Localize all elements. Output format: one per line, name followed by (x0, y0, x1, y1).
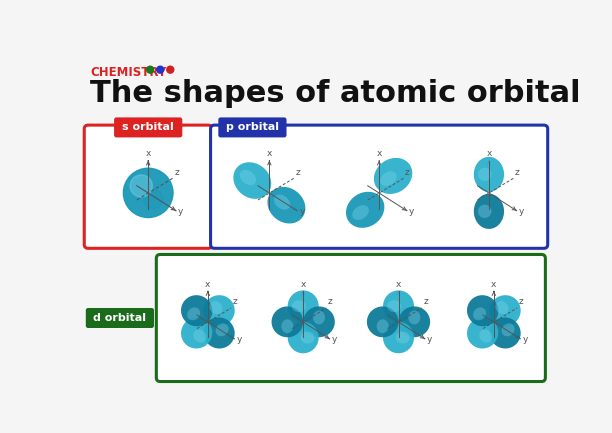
FancyBboxPatch shape (86, 308, 154, 328)
Polygon shape (474, 157, 504, 192)
Polygon shape (467, 295, 498, 326)
Polygon shape (274, 194, 290, 210)
Polygon shape (467, 317, 498, 349)
Polygon shape (181, 295, 212, 326)
Polygon shape (479, 330, 492, 343)
Polygon shape (303, 307, 335, 337)
Text: y: y (332, 335, 337, 344)
Text: y: y (523, 335, 528, 344)
Polygon shape (233, 162, 271, 199)
FancyBboxPatch shape (114, 117, 182, 137)
Polygon shape (240, 170, 256, 185)
Polygon shape (474, 194, 504, 229)
Polygon shape (272, 307, 303, 337)
Text: d orbital: d orbital (94, 313, 146, 323)
Polygon shape (203, 295, 234, 326)
Text: z: z (515, 168, 520, 177)
Polygon shape (353, 205, 369, 220)
Polygon shape (209, 301, 223, 314)
Text: x: x (376, 149, 382, 158)
Circle shape (157, 66, 163, 73)
Polygon shape (193, 330, 206, 343)
Polygon shape (478, 205, 491, 218)
Ellipse shape (124, 168, 173, 217)
Text: x: x (146, 149, 151, 158)
Polygon shape (478, 168, 491, 181)
Text: p orbital: p orbital (226, 123, 279, 132)
Polygon shape (398, 307, 430, 337)
Polygon shape (288, 291, 319, 322)
Ellipse shape (130, 175, 152, 197)
Polygon shape (374, 158, 412, 194)
Polygon shape (288, 322, 319, 353)
Polygon shape (490, 317, 521, 349)
Ellipse shape (143, 189, 163, 209)
Polygon shape (292, 300, 306, 312)
Text: z: z (328, 297, 333, 307)
Text: y: y (236, 335, 242, 344)
Polygon shape (367, 307, 398, 337)
Text: z: z (424, 297, 428, 307)
Polygon shape (300, 332, 315, 343)
Text: y: y (299, 207, 305, 216)
Text: s orbital: s orbital (122, 123, 174, 132)
Text: z: z (174, 168, 179, 177)
Polygon shape (383, 322, 414, 353)
Polygon shape (377, 319, 389, 333)
FancyBboxPatch shape (84, 125, 212, 248)
Polygon shape (313, 310, 325, 324)
Text: y: y (409, 207, 414, 216)
Polygon shape (380, 171, 397, 186)
Polygon shape (383, 291, 414, 322)
Polygon shape (203, 317, 234, 349)
Polygon shape (346, 192, 384, 228)
Polygon shape (387, 300, 401, 312)
Text: z: z (296, 168, 300, 177)
Circle shape (147, 66, 154, 73)
Text: z: z (233, 297, 237, 307)
Text: x: x (267, 149, 272, 158)
Text: x: x (487, 149, 491, 158)
Polygon shape (267, 187, 305, 223)
Text: x: x (396, 280, 401, 289)
Polygon shape (396, 332, 410, 343)
Text: y: y (178, 207, 184, 216)
Polygon shape (408, 310, 420, 324)
Polygon shape (181, 317, 212, 349)
FancyBboxPatch shape (156, 255, 545, 381)
Text: y: y (427, 335, 433, 344)
Polygon shape (187, 307, 200, 320)
Text: y: y (519, 207, 524, 216)
Polygon shape (215, 323, 229, 336)
Text: x: x (300, 280, 306, 289)
Text: The shapes of atomic orbital: The shapes of atomic orbital (91, 79, 581, 108)
FancyBboxPatch shape (211, 125, 548, 248)
Text: x: x (491, 280, 496, 289)
Polygon shape (282, 319, 293, 333)
Circle shape (167, 66, 174, 73)
Polygon shape (496, 301, 509, 314)
Text: z: z (518, 297, 523, 307)
Text: CHEMISTRY: CHEMISTRY (91, 66, 166, 79)
Text: z: z (405, 168, 410, 177)
FancyBboxPatch shape (218, 117, 286, 137)
Polygon shape (490, 295, 521, 326)
Polygon shape (502, 323, 515, 336)
Text: x: x (205, 280, 211, 289)
Polygon shape (473, 307, 486, 320)
